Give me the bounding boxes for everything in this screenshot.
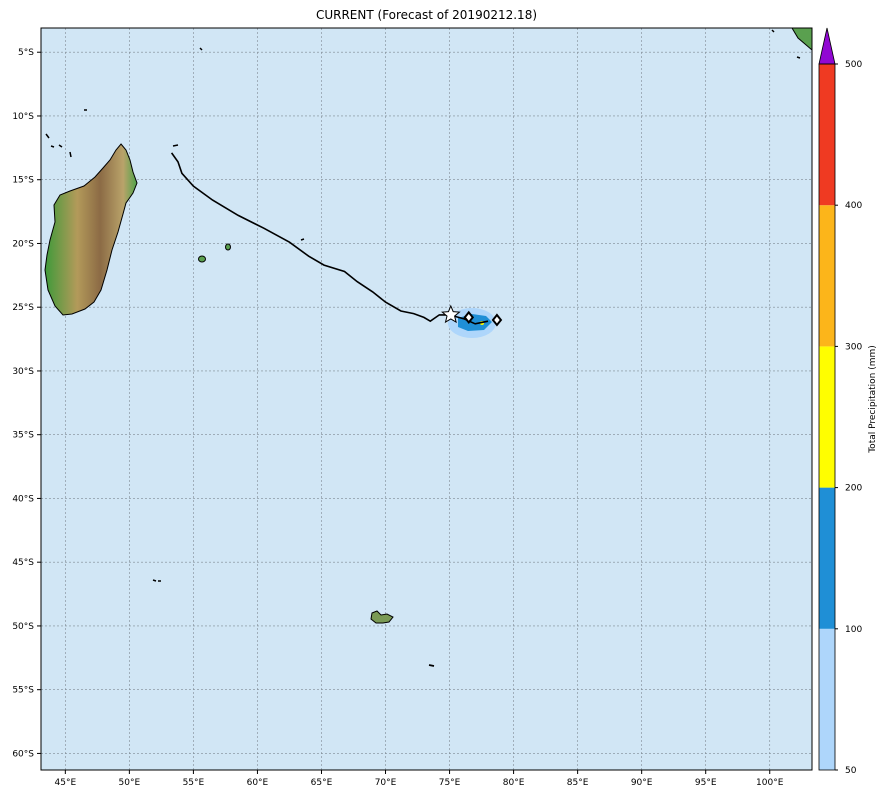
forecast-position-marker: [463, 310, 475, 325]
x-tick-label: 70°E: [375, 778, 397, 788]
y-tick-label: 55°S: [12, 686, 34, 696]
y-tick-label: 20°S: [12, 239, 34, 249]
colorbar-tick-label: 200: [845, 484, 862, 494]
x-tick-label: 85°E: [567, 778, 589, 788]
map-title: CURRENT (Forecast of 20190212.18): [315, 8, 538, 22]
colorbar-extend-triangle: [818, 27, 836, 65]
reunion-island: [198, 255, 206, 263]
y-tick-label: 45°S: [12, 558, 34, 568]
x-tick-label: 50°E: [119, 778, 141, 788]
colorbar-label: Total Precipitation (mm): [868, 345, 878, 454]
y-tick-label: 15°S: [12, 176, 34, 186]
x-tick-label: 100°E: [756, 778, 784, 788]
madagascar-landmass: [44, 143, 138, 316]
x-tick-label: 60°E: [247, 778, 269, 788]
colorbar-tick-label: 50: [845, 766, 857, 776]
mauritius-island: [225, 243, 231, 251]
y-tick-label: 25°S: [12, 303, 34, 313]
x-tick-label: 80°E: [503, 778, 525, 788]
y-tick-label: 50°S: [12, 622, 34, 632]
comoros-islands: [45, 133, 72, 158]
y-tick-label: 30°S: [12, 367, 34, 377]
map-frame: [40, 27, 813, 771]
colorbar-tick-label: 100: [845, 625, 862, 635]
small-islet-marks: [84, 29, 801, 241]
y-tick-label: 60°S: [12, 749, 34, 759]
colorbar-segment: [819, 628, 835, 770]
colorbar-frame: [818, 63, 836, 771]
heard-island: [428, 664, 435, 667]
colorbar-segment: [819, 64, 835, 206]
y-tick-label: 10°S: [12, 112, 34, 122]
ocean-background: [41, 28, 812, 770]
y-tick-label: 40°S: [12, 494, 34, 504]
kerguelen-islands: [370, 610, 394, 624]
x-tick-label: 90°E: [631, 778, 653, 788]
colorbar-tick-label: 500: [845, 60, 862, 70]
current-position-star: [441, 304, 461, 324]
forecast-position-marker: [491, 313, 503, 327]
colorbar-segment: [819, 487, 835, 629]
y-tick-label: 5°S: [18, 48, 34, 58]
x-tick-label: 95°E: [695, 778, 717, 788]
crozet-islands: [152, 579, 161, 582]
colorbar-segment: [819, 205, 835, 347]
y-tick-label: 35°S: [12, 431, 34, 441]
colorbar-tick-label: 400: [845, 201, 862, 211]
colorbar: 50 100 200 300 400 500: [818, 27, 862, 776]
x-tick-label: 75°E: [439, 778, 461, 788]
colorbar-segment: [819, 346, 835, 488]
x-tick-label: 45°E: [55, 778, 77, 788]
colorbar-tick-label: 300: [845, 342, 862, 352]
x-tick-label: 55°E: [183, 778, 205, 788]
graticule: [41, 28, 812, 770]
x-tick-label: 65°E: [311, 778, 333, 788]
storm-track: [170, 152, 489, 325]
sumatra-coast: [791, 28, 812, 51]
